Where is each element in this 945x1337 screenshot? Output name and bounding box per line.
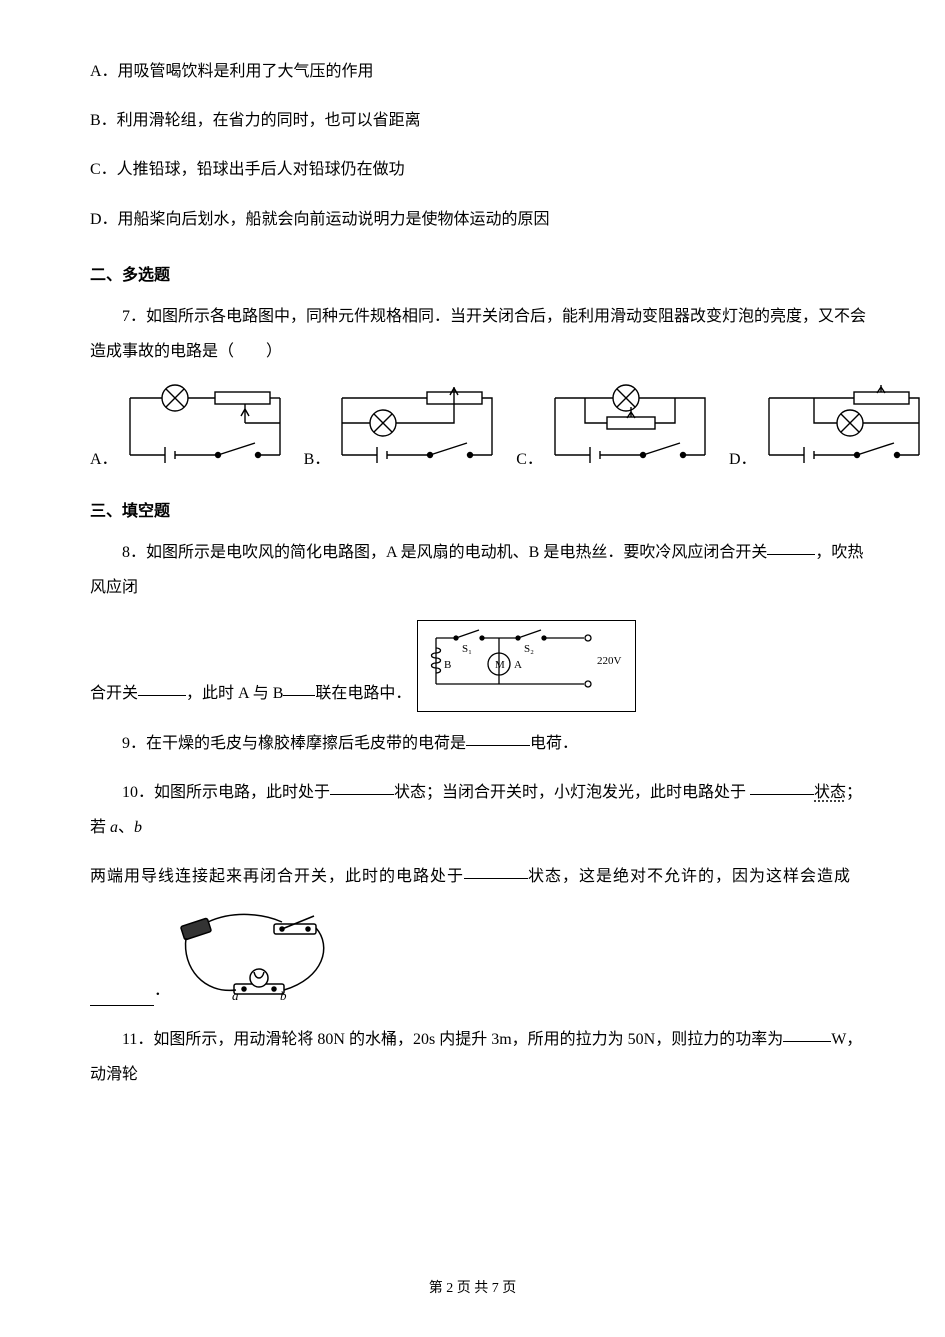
- q8-line1: 8．如图所示是电吹风的简化电路图，A 是风扇的电动机、B 是电热丝．要吹冷风应闭…: [90, 535, 875, 605]
- q10-line1: 10．如图所示电路，此时处于状态；当闭合开关时，小灯泡发光，此时电路处于 状态；…: [90, 775, 875, 845]
- q9-blank: [466, 729, 530, 746]
- q10-blank1: [330, 778, 394, 795]
- svg-text:b: b: [280, 988, 287, 1003]
- q8-blank2: [138, 679, 186, 696]
- q10-circuit: a b: [174, 908, 334, 1008]
- q8-circuit: S₁ S₂ B M A 220V: [424, 624, 629, 710]
- q7-options: A．: [90, 383, 875, 473]
- q7-circuit-a: [120, 383, 290, 473]
- q8-label-a: A: [514, 659, 522, 671]
- q8-part1: 8．如图所示是电吹风的简化电路图，A 是风扇的电动机、B 是电热丝．要吹冷风应闭…: [122, 544, 767, 561]
- q7-opt-b-label: B．: [304, 445, 331, 473]
- q7-opt-a-label: A．: [90, 445, 118, 473]
- q7-circuit-d: [759, 383, 929, 473]
- q7-circuit-c: [545, 383, 715, 473]
- section-3-title: 三、填空题: [90, 497, 875, 521]
- q8-line2: 合开关 ，此时 A 与 B 联在电路中．: [90, 620, 875, 712]
- q6-opt-c: C．人推铅球，铅球出手后人对铅球仍在做功: [90, 152, 875, 187]
- q11-blank: [783, 1025, 831, 1042]
- q8-part5: 联在电路中．: [315, 685, 411, 702]
- q11: 11．如图所示，用动滑轮将 80N 的水桶，20s 内提升 3m，所用的拉力为 …: [90, 1022, 875, 1092]
- q8-label-s2: S₂: [524, 643, 534, 655]
- q8-label-b: B: [444, 659, 451, 671]
- q10-blank4: [90, 989, 154, 1006]
- q10-part1: 10．如图所示电路，此时处于: [122, 784, 330, 801]
- section-2-title: 二、多选题: [90, 261, 875, 285]
- q9-part1: 9．在干燥的毛皮与橡胶棒摩擦后毛皮带的电荷是: [122, 735, 466, 752]
- q8-label-s1: S₁: [462, 643, 472, 655]
- q8-blank3: [283, 679, 315, 696]
- q7-circuit-b: [332, 383, 502, 473]
- q10-line2: 两端用导线连接起来再闭合开关，此时的电路处于 状态，这是绝对不允许的，因为这样会造…: [90, 859, 875, 894]
- q10-state-word: 状态: [814, 784, 846, 801]
- q10-part4b: 状态，这是绝对不允许的，因为这样会造成: [528, 868, 851, 885]
- svg-text:a: a: [232, 988, 239, 1003]
- q7-opt-d-label: D．: [729, 445, 757, 473]
- q10-blank2: [750, 778, 814, 795]
- q10-line3: ．: [90, 908, 875, 1008]
- q8-blank1: [767, 538, 815, 555]
- q10-part2: 状态；当闭合开关时，小灯泡发光，此时电路处于: [394, 784, 746, 801]
- q6-opt-a: A．用吸管喝饮料是利用了大气压的作用: [90, 54, 875, 89]
- q10-blank3: [464, 862, 528, 879]
- q7-opt-c: C．: [516, 383, 715, 473]
- q7-opt-c-label: C．: [516, 445, 543, 473]
- page: A．用吸管喝饮料是利用了大气压的作用 B．利用滑轮组，在省力的同时，也可以省距离…: [0, 0, 945, 1337]
- q10-part5: ．: [154, 973, 170, 1008]
- q8-circuit-box: S₁ S₂ B M A 220V: [417, 620, 636, 712]
- q10-a: a: [110, 819, 118, 836]
- page-footer: 第 2 页 共 7 页: [0, 1277, 945, 1297]
- q8-label-m: M: [495, 659, 505, 671]
- q8-label-v: 220V: [597, 655, 622, 667]
- q7-opt-a: A．: [90, 383, 290, 473]
- q10-b: b: [134, 819, 142, 836]
- q7-opt-d: D．: [729, 383, 929, 473]
- q7-stem: 7．如图所示各电路图中，同种元件规格相同．当开关闭合后，能利用滑动变阻器改变灯泡…: [90, 299, 875, 369]
- q9: 9．在干燥的毛皮与橡胶棒摩擦后毛皮带的电荷是 电荷．: [90, 726, 875, 761]
- q8-part3: 合开关: [90, 685, 138, 702]
- q11-text: 11．如图所示，用动滑轮将 80N 的水桶，20s 内提升 3m，所用的拉力为 …: [122, 1031, 783, 1048]
- q7-opt-b: B．: [304, 383, 503, 473]
- q6-opt-b: B．利用滑轮组，在省力的同时，也可以省距离: [90, 103, 875, 138]
- q10-part4a: 两端用导线连接起来再闭合开关，此时的电路处于: [90, 868, 464, 885]
- q8-part4: ，此时 A 与 B: [186, 685, 283, 702]
- q6-opt-d: D．用船桨向后划水，船就会向前运动说明力是使物体运动的原因: [90, 202, 875, 237]
- q9-part2: 电荷．: [530, 735, 578, 752]
